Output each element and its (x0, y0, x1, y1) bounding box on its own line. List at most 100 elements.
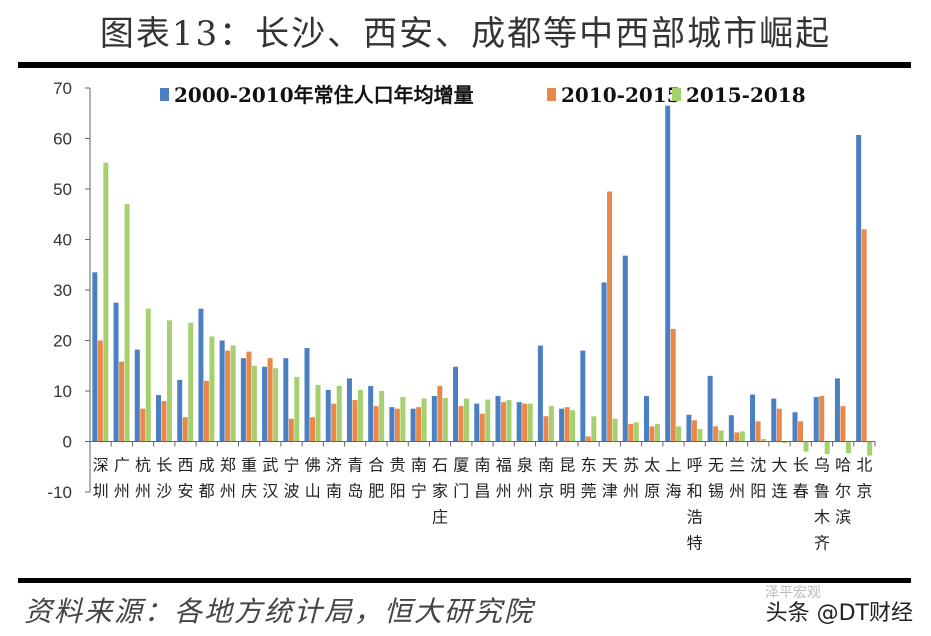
x-category-label: 州 (496, 482, 512, 501)
x-category-label: 青 (347, 456, 363, 475)
x-category-label: 鲁 (814, 482, 830, 501)
bar (485, 399, 491, 442)
bar-series (92, 105, 873, 456)
bar (649, 426, 655, 442)
x-category-label: 京 (856, 482, 872, 501)
bar (548, 406, 554, 442)
x-category-label: 庆 (241, 482, 257, 501)
bar (776, 408, 782, 442)
x-category-label: 山 (305, 482, 321, 501)
bar (813, 397, 819, 442)
x-category-label: 沙 (156, 482, 172, 501)
bar (389, 407, 395, 442)
x-category-label: 天 (602, 456, 618, 475)
bar (357, 389, 363, 442)
x-category-label: 深 (93, 456, 109, 475)
x-category-label: 大 (772, 456, 788, 475)
bar (421, 398, 427, 442)
x-category-label: 都 (199, 482, 215, 501)
bar (140, 408, 146, 442)
x-category-label: 乌 (814, 456, 830, 475)
y-tick-label: 10 (53, 382, 72, 401)
footer-divider (18, 578, 911, 583)
bar (643, 396, 649, 442)
x-category-label: 济 (326, 456, 342, 475)
legend: 2000-2010年常住人口年均增量 2010-2015 2015-2018 (160, 83, 806, 107)
x-category-label: 滨 (835, 508, 851, 527)
bar (797, 421, 803, 442)
bar (495, 396, 501, 442)
bar (537, 345, 543, 442)
bar (368, 385, 374, 442)
bar (145, 308, 151, 442)
bar (219, 340, 225, 442)
x-category-label: 州 (220, 482, 236, 501)
y-tick-label: 40 (53, 231, 72, 250)
bar (198, 308, 204, 442)
x-category-label: 广 (114, 456, 130, 475)
x-category-label: 南 (411, 456, 427, 475)
x-category-label: 佛 (305, 456, 321, 475)
x-category-label: 原 (644, 482, 660, 501)
x-category-label: 尔 (835, 482, 851, 501)
bar (458, 406, 464, 442)
bar (310, 417, 316, 442)
x-category-label: 莞 (581, 482, 597, 501)
chart-title: 图表13：长沙、西安、成都等中西部城市崛起 (99, 14, 832, 54)
bar (761, 438, 767, 442)
bar (607, 191, 613, 442)
bar (570, 410, 576, 442)
x-category-label: 太 (644, 456, 660, 475)
x-axis: 深圳广州杭州长沙西安成都郑州重庆武汉宁波佛山济南青岛合肥贵阳南宁石家庄厦门南昌福… (89, 441, 876, 553)
x-category-label: 齐 (814, 534, 830, 553)
x-category-label: 北 (856, 456, 872, 475)
bar (188, 322, 194, 442)
x-category-label: 浩 (687, 508, 703, 527)
x-category-label: 成 (199, 456, 215, 475)
bar (464, 398, 470, 442)
legend-label: 2000-2010年常住人口年均增量 (174, 83, 474, 107)
bar (230, 345, 236, 442)
x-category-label: 重 (241, 456, 257, 475)
y-tick-label: 60 (53, 130, 72, 149)
bar (670, 328, 676, 442)
x-category-label: 特 (687, 534, 703, 553)
x-category-label: 庄 (432, 508, 448, 527)
watermark: 头条 @DT财经 (765, 601, 913, 626)
x-category-label: 明 (559, 482, 575, 501)
bar (331, 403, 337, 442)
x-category-label: 石 (432, 456, 448, 475)
bar (156, 395, 162, 442)
x-category-label: 福 (496, 456, 512, 475)
x-category-label: 锡 (708, 482, 724, 501)
bar (728, 415, 734, 442)
x-category-label: 厦 (453, 456, 469, 475)
bar (506, 400, 512, 442)
bar (713, 426, 719, 442)
bar (479, 413, 485, 442)
x-category-label: 海 (665, 482, 681, 501)
x-category-label: 兰 (729, 456, 745, 475)
bar (516, 402, 522, 442)
bar (431, 396, 437, 442)
bar (288, 418, 294, 442)
y-tick-label: 50 (53, 180, 72, 199)
bar (840, 406, 846, 442)
bar (819, 396, 825, 442)
x-category-label: 哈 (835, 456, 851, 475)
x-category-label: 阳 (390, 482, 406, 501)
bar (283, 358, 289, 442)
bar (612, 418, 618, 442)
bar (119, 361, 125, 442)
bar (177, 379, 183, 442)
bar (209, 336, 215, 442)
y-tick-label: 0 (63, 433, 72, 452)
bar (845, 441, 851, 454)
bar (267, 358, 273, 442)
x-category-label: 泉 (517, 456, 533, 475)
x-category-label: 春 (793, 482, 809, 501)
x-category-label: 东 (581, 456, 597, 475)
bar (97, 340, 103, 442)
bar (437, 385, 443, 442)
